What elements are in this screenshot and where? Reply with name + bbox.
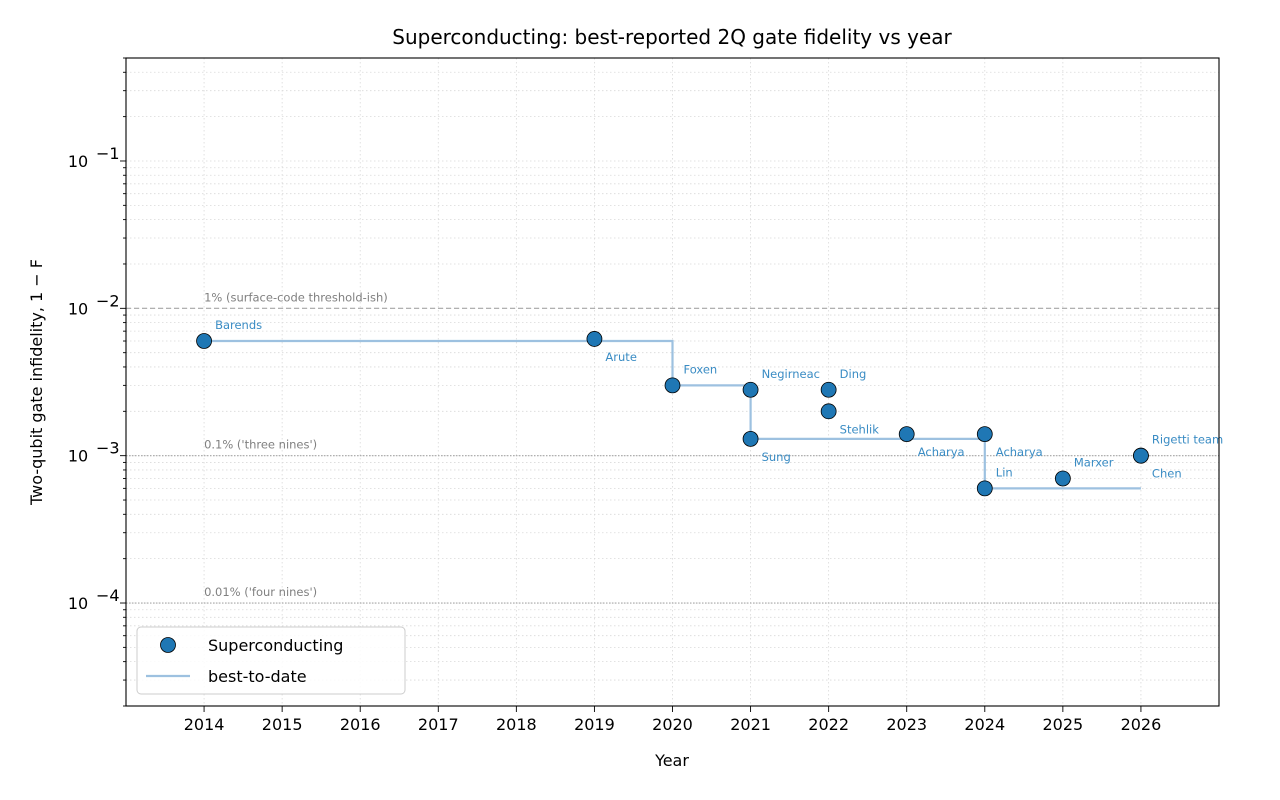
- reference-label: 0.1% ('three nines'): [204, 438, 317, 452]
- data-point: [196, 333, 212, 349]
- point-label: Sung: [762, 450, 791, 464]
- point-label: Acharya: [996, 445, 1043, 459]
- x-tick-label: 2020: [652, 715, 693, 734]
- data-point: [742, 381, 759, 398]
- point-label: Chen: [1152, 467, 1182, 481]
- x-tick-label: 2017: [418, 715, 459, 734]
- axes: 2014 2015 2016 2017 2018 2019 2020 2021 2022 2023…: [68, 57, 1162, 734]
- reference-lines: 1% (surface-code threshold-ish) 0.1% ('th…: [126, 290, 1219, 604]
- y-tick-label-base: 10: [68, 447, 88, 466]
- y-tick-label-exponent: −4: [96, 586, 120, 605]
- x-tick-label: 2016: [340, 715, 381, 734]
- data-point: [586, 331, 603, 347]
- x-tick-label: 2026: [1121, 715, 1162, 734]
- x-tick-label: 2015: [262, 715, 303, 734]
- data-point: [664, 377, 681, 394]
- x-tick-label: 2023: [886, 715, 927, 734]
- point-label: Arute: [605, 350, 636, 364]
- data-point: [1054, 470, 1071, 487]
- best-to-date-line: [204, 339, 1141, 490]
- reference-label: 0.01% ('four nines'): [204, 585, 317, 599]
- data-point: [898, 426, 915, 443]
- legend: Superconducting best-to-date: [136, 626, 406, 695]
- y-tick-label-base: 10: [68, 299, 88, 318]
- y-tick-label: 10 −2: [68, 291, 120, 318]
- y-tick-label-exponent: −3: [96, 439, 120, 458]
- point-label: Barends: [215, 318, 262, 332]
- data-point: [820, 403, 837, 420]
- y-axis-title: Two-qubit gate infidelity, 1 − F: [27, 259, 46, 506]
- y-tick-label: 10 −4: [68, 586, 120, 613]
- x-tick-label: 2022: [808, 715, 849, 734]
- x-tick-label: 2025: [1042, 715, 1083, 734]
- legend-label-best-to-date: best-to-date: [208, 667, 307, 686]
- x-tick-label: 2014: [184, 715, 225, 734]
- y-tick-label-base: 10: [68, 152, 88, 171]
- point-label: Stehlik: [840, 422, 880, 436]
- y-tick-label: 10 −1: [68, 144, 120, 171]
- grid: [126, 57, 1219, 707]
- x-tick-label: 2018: [496, 715, 537, 734]
- y-tick-label-exponent: −2: [96, 291, 120, 310]
- data-points: [196, 331, 1149, 497]
- point-label: Marxer: [1074, 455, 1114, 469]
- x-tick-label: 2021: [730, 715, 771, 734]
- data-point: [1133, 447, 1149, 464]
- legend-label-superconducting: Superconducting: [208, 636, 343, 655]
- reference-label: 1% (surface-code threshold-ish): [204, 290, 388, 304]
- y-tick-label-exponent: −1: [96, 144, 120, 163]
- point-label: Lin: [996, 465, 1013, 479]
- legend-box: [136, 626, 406, 695]
- point-label: Ding: [840, 367, 867, 381]
- y-tick-label-base: 10: [68, 594, 88, 613]
- data-point: [820, 381, 837, 398]
- point-label: Acharya: [918, 445, 965, 459]
- chart-title: Superconducting: best-reported 2Q gate f…: [392, 25, 952, 49]
- x-tick-label: 2024: [964, 715, 1005, 734]
- y-tick-label: 10 −3: [68, 439, 120, 466]
- data-point: [742, 430, 759, 447]
- legend-marker-superconducting: [160, 637, 176, 653]
- x-tick-label: 2019: [574, 715, 615, 734]
- data-point: [976, 480, 993, 497]
- x-axis-title: Year: [654, 751, 689, 770]
- best-to-date-path: [204, 339, 1141, 490]
- data-point: [976, 426, 993, 443]
- point-label: Negirneac: [762, 367, 820, 381]
- point-label: Rigetti team: [1152, 433, 1223, 447]
- point-label: Foxen: [684, 362, 718, 376]
- point-labels: Barends Arute Foxen Negirneac Sung Ding Stehli…: [215, 318, 1223, 481]
